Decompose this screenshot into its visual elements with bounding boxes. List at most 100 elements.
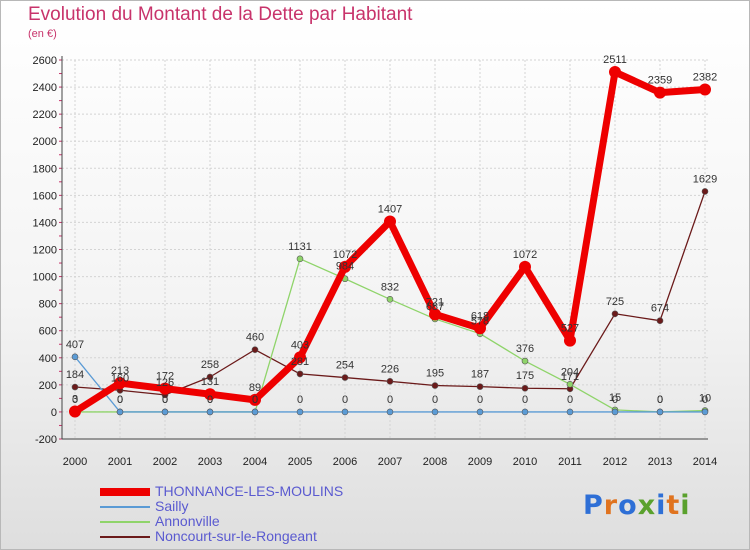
x-tick-label: 2011 <box>558 456 582 468</box>
data-point <box>71 353 79 361</box>
data-label: 131 <box>201 376 219 388</box>
series-layer <box>69 66 711 418</box>
legend-label: Sailly <box>155 498 189 514</box>
legend-swatch <box>100 536 150 538</box>
y-tick-label: -200 <box>35 434 57 446</box>
data-point <box>206 408 214 416</box>
data-point <box>251 346 259 353</box>
data-point <box>204 388 216 401</box>
legend-label: THONNANCE-LES-MOULINS <box>155 483 344 499</box>
proxiti-logo: Proxiti <box>583 490 691 521</box>
data-point <box>566 381 574 388</box>
data-point <box>339 260 351 273</box>
data-label: 725 <box>606 296 624 308</box>
data-label: 10 <box>699 393 711 405</box>
data-label: 407 <box>66 339 84 351</box>
y-tick-label: 0 <box>51 407 57 419</box>
data-label: 281 <box>291 356 309 368</box>
y-tick-label: 2600 <box>33 55 57 67</box>
data-point <box>294 351 306 364</box>
x-tick-label: 2013 <box>648 456 672 468</box>
data-point <box>296 370 304 378</box>
data-label: 984 <box>336 261 354 273</box>
data-point <box>429 308 441 321</box>
data-point <box>564 334 576 347</box>
data-label: 0 <box>612 394 618 406</box>
data-point <box>656 317 664 324</box>
data-point <box>296 255 304 263</box>
y-tick-label: 600 <box>39 326 57 338</box>
data-label: 1072 <box>513 249 537 261</box>
data-point <box>609 66 621 79</box>
data-point <box>251 408 259 416</box>
y-tick-label: 2200 <box>33 109 57 121</box>
data-label: 376 <box>516 343 534 355</box>
data-point <box>519 260 531 273</box>
data-label: 0 <box>567 394 573 406</box>
x-tick-label: 2012 <box>603 456 627 468</box>
data-label: 0 <box>207 394 213 406</box>
logo-letter: t <box>666 490 681 521</box>
axis-layer: -200020040060080010001200140016001800200… <box>33 55 718 468</box>
data-label: 0 <box>207 394 213 406</box>
data-point <box>71 383 79 391</box>
data-point <box>474 322 486 335</box>
data-point <box>521 357 529 365</box>
data-label: 687 <box>426 301 444 313</box>
grid-layer <box>62 59 708 440</box>
data-label: 0 <box>162 394 168 406</box>
data-point <box>654 86 666 99</box>
data-label: 0 <box>117 394 123 406</box>
data-point <box>521 408 529 416</box>
data-label: 674 <box>651 303 669 315</box>
data-point <box>341 408 349 416</box>
data-label: 721 <box>426 296 444 308</box>
x-tick-label: 2006 <box>333 456 357 468</box>
data-label: 226 <box>381 363 399 375</box>
data-point <box>386 296 394 303</box>
data-label: 0 <box>477 394 483 406</box>
data-label: 0 <box>432 394 438 406</box>
data-label: 0 <box>72 394 78 406</box>
data-label: 0 <box>117 394 123 406</box>
y-tick-label: 1600 <box>33 190 57 202</box>
y-tick-label: 1800 <box>33 163 57 175</box>
legend-label: Annonville <box>155 513 220 529</box>
data-point <box>476 383 484 390</box>
data-label: 460 <box>246 332 264 344</box>
data-label: 175 <box>516 370 534 382</box>
legend-label: Noncourt-sur-le-Rongeant <box>155 528 317 544</box>
legend-swatch <box>100 521 150 523</box>
data-point <box>341 374 349 381</box>
data-label: 0 <box>252 394 258 406</box>
x-tick-label: 2000 <box>63 456 87 468</box>
data-point <box>566 408 574 416</box>
data-label: 618 <box>471 310 489 322</box>
data-point <box>69 405 81 418</box>
x-tick-label: 2007 <box>378 456 402 468</box>
data-point <box>431 408 439 416</box>
data-point <box>656 408 664 416</box>
data-point <box>611 408 619 416</box>
data-point <box>476 408 484 416</box>
data-label: 1072 <box>333 249 357 261</box>
logo-letter: i <box>680 490 691 521</box>
data-point <box>431 382 439 389</box>
data-label: 832 <box>381 281 399 293</box>
data-label: 0 <box>162 394 168 406</box>
data-point <box>386 408 394 416</box>
data-label: 2359 <box>648 75 672 87</box>
data-label: 0 <box>702 394 708 406</box>
data-label: 3 <box>72 394 78 406</box>
data-point <box>249 393 261 406</box>
logo-letter: x <box>637 490 657 521</box>
data-label: 0 <box>297 394 303 406</box>
y-tick-label: 1200 <box>33 245 57 257</box>
data-label: 254 <box>336 360 354 372</box>
data-label: 0 <box>522 394 528 406</box>
data-label: 160 <box>111 372 129 384</box>
data-label: 204 <box>561 366 579 378</box>
x-tick-label: 2002 <box>153 456 177 468</box>
